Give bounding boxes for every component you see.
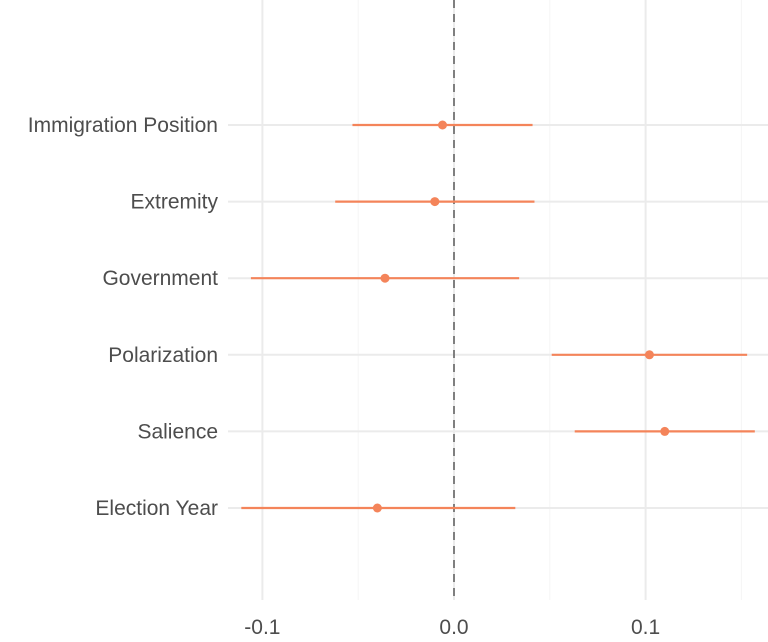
y-tick-label: Election Year — [95, 497, 218, 520]
point-estimate — [660, 426, 670, 436]
point-estimate — [430, 197, 440, 207]
grid-layer — [228, 0, 768, 600]
point-estimate — [372, 503, 382, 513]
coefficient-row — [551, 350, 748, 360]
y-tick-label: Polarization — [108, 344, 218, 367]
coefficient-row — [352, 120, 533, 130]
x-tick-label: 0.0 — [439, 616, 468, 639]
point-estimate — [438, 120, 448, 130]
y-tick-label: Salience — [137, 420, 218, 443]
marks-layer — [241, 120, 755, 513]
coefficient-row — [241, 503, 516, 513]
x-axis-labels: -0.1 0.0 0.1 — [244, 616, 660, 639]
point-estimate — [380, 273, 390, 283]
y-tick-label: Immigration Position — [28, 114, 218, 137]
coefficient-row — [335, 197, 535, 207]
point-estimate — [644, 350, 654, 360]
y-axis-labels: Immigration Position Extremity Government P… — [28, 114, 219, 520]
coefficient-row — [574, 426, 755, 436]
y-tick-label: Government — [102, 267, 218, 290]
y-tick-label: Extremity — [130, 191, 218, 214]
coefficient-row — [250, 273, 520, 283]
x-tick-label: -0.1 — [244, 616, 280, 639]
x-tick-label: 0.1 — [631, 616, 660, 639]
